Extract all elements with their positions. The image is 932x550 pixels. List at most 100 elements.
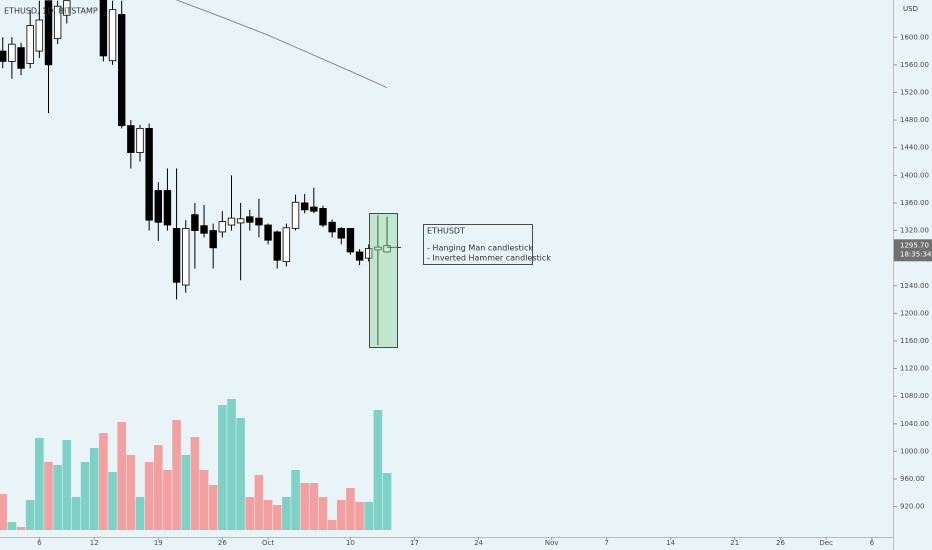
- candle-body: [0, 50, 7, 62]
- candle-body: [255, 217, 263, 226]
- candle-body: [26, 25, 34, 64]
- candle-body: [163, 190, 172, 226]
- candle-body: [328, 221, 336, 233]
- volume-bar: [135, 497, 145, 530]
- candle-body: [383, 245, 391, 253]
- volume-bar: [117, 422, 126, 530]
- plot-layer: [0, 0, 402, 346]
- y-tick-label: 1080.00: [900, 392, 929, 400]
- x-tick-label: 19: [154, 539, 163, 547]
- x-tick-label: Dec: [819, 539, 833, 547]
- y-tick-label: 1320.00: [900, 227, 929, 235]
- candle-body: [191, 214, 199, 231]
- candle-body: [264, 224, 272, 241]
- x-tick-label: 14: [666, 539, 675, 547]
- volume-bar: [172, 420, 181, 530]
- volume-bar: [236, 418, 245, 530]
- volume-bar: [373, 410, 383, 530]
- y-tick-label: 1240.00: [900, 282, 929, 290]
- candle-body: [99, 0, 108, 57]
- y-tick-label: 1120.00: [900, 365, 929, 373]
- candle-body: [8, 43, 16, 62]
- y-tick-label: 1520.00: [900, 88, 929, 96]
- x-tick-label: 21: [730, 539, 739, 547]
- candle-body: [44, 0, 53, 66]
- volume-bar: [89, 448, 99, 530]
- volume-bar: [245, 497, 255, 530]
- volume-bar: [355, 502, 364, 530]
- y-tick-label: 1160.00: [900, 337, 929, 345]
- candle-body: [35, 19, 44, 52]
- note-line: - Inverted Hammer candlestick: [427, 254, 551, 263]
- volume-bar: [108, 472, 117, 530]
- volume-bar: [62, 440, 72, 530]
- axes: 1600.00 1560.00 1520.00 1480.00 1440.00 1400.…: [37, 33, 932, 547]
- volume-bar: [291, 470, 300, 530]
- volume-bar: [7, 522, 17, 530]
- volume-bar: [263, 500, 273, 530]
- candle-body: [374, 246, 382, 251]
- volume-bar: [300, 483, 309, 530]
- candle-body: [209, 230, 217, 249]
- y-tick-label: 1360.00: [900, 199, 929, 207]
- volume-bar: [126, 455, 136, 530]
- countdown-label: 18:35:34: [900, 250, 932, 258]
- last-price-label: 1295.70: [900, 241, 929, 249]
- volume-layer: [0, 399, 392, 530]
- candle-body: [365, 248, 373, 259]
- volume-bar: [327, 520, 337, 530]
- y-tick-label: 1560.00: [900, 61, 929, 69]
- candle-body: [136, 127, 144, 153]
- candle-body: [127, 125, 135, 153]
- volume-bar: [336, 500, 346, 530]
- volume-bar: [309, 483, 319, 530]
- y-tick-label: 960.00: [900, 475, 925, 483]
- note-line: - Hanging Man candlestick: [427, 244, 533, 253]
- candle-body: [282, 227, 291, 262]
- volume-bar: [318, 497, 328, 530]
- volume-bar: [282, 497, 291, 530]
- candle-body: [117, 14, 126, 127]
- chart-title: ETHUSD, 1D, BITSTAMP: [4, 7, 98, 16]
- volume-bar: [227, 399, 236, 530]
- volume-bar: [364, 502, 374, 530]
- last-price-tag: [894, 239, 932, 262]
- candle-body: [108, 9, 117, 62]
- candle-body: [346, 228, 355, 253]
- candle-body: [273, 231, 281, 261]
- candle-body: [145, 127, 153, 221]
- note-title: ETHUSDT: [427, 227, 465, 236]
- y-tick-label: 1480.00: [900, 116, 929, 124]
- candle-body: [218, 221, 227, 233]
- y-tick-label: 1600.00: [900, 33, 929, 41]
- x-tick-label: 26: [218, 539, 227, 547]
- volume-bar: [44, 462, 53, 530]
- volume-bar: [272, 505, 282, 530]
- candle-body: [337, 228, 345, 239]
- volume-bar: [0, 494, 8, 530]
- volume-bar: [199, 470, 209, 530]
- candle-body: [227, 217, 236, 226]
- volume-bar: [181, 455, 191, 530]
- x-tick-label: Oct: [262, 539, 274, 547]
- x-tick-label: 6: [870, 539, 875, 547]
- highlight-box: [369, 213, 398, 348]
- y-tick-label: 1040.00: [900, 420, 929, 428]
- candle-body: [355, 251, 364, 261]
- volume-bar: [16, 527, 26, 530]
- x-tick-label: 24: [474, 539, 483, 547]
- candle-body: [319, 208, 327, 226]
- candle-body: [300, 202, 309, 211]
- x-tick-label: Nov: [545, 539, 559, 547]
- x-tick-label: 10: [346, 539, 355, 547]
- volume-bar: [208, 485, 218, 530]
- x-tick-label: 12: [90, 539, 99, 547]
- candle-body: [63, 0, 71, 16]
- x-tick-label: 6: [37, 539, 42, 547]
- candle-body: [172, 228, 181, 283]
- volume-bar: [71, 497, 81, 530]
- note-frame: [423, 224, 533, 265]
- candle-body: [182, 228, 190, 286]
- candle-body: [310, 206, 318, 212]
